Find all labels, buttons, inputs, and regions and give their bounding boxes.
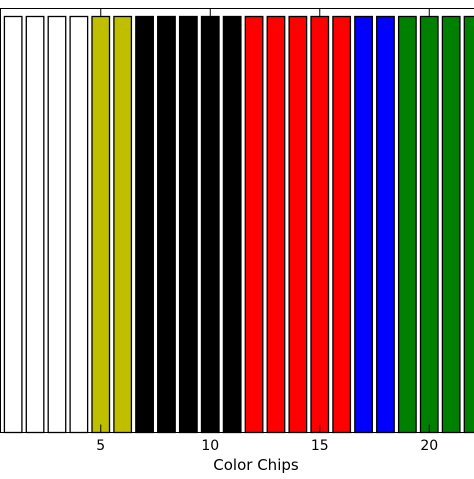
bar-chip-17 (355, 17, 373, 433)
tick-labels-layer: 5 10 15 20 (96, 438, 438, 454)
bar-chip-1 (4, 17, 22, 433)
x-tick-label-15: 15 (311, 438, 329, 454)
x-axis-label: Color Chips (213, 456, 299, 474)
bar-chip-18 (377, 17, 395, 433)
bar-chip-2 (26, 17, 44, 433)
bar-chip-7 (136, 17, 154, 433)
bar-chip-21 (442, 17, 460, 433)
bar-chip-12 (245, 17, 263, 433)
bar-chip-20 (421, 17, 439, 433)
bar-chip-4 (70, 17, 88, 433)
bar-chip-22 (464, 17, 474, 433)
x-tick-label-5: 5 (96, 438, 105, 454)
bar-chip-13 (267, 17, 285, 433)
bar-chip-19 (399, 17, 417, 433)
bar-chip-14 (289, 17, 307, 433)
bar-chip-6 (114, 17, 132, 433)
bar-chip-8 (158, 17, 176, 433)
bar-chip-11 (223, 17, 241, 433)
bar-chip-5 (92, 17, 110, 433)
bar-chip-16 (333, 17, 351, 433)
bar-chip-9 (180, 17, 198, 433)
x-tick-label-10: 10 (201, 438, 219, 454)
bars-layer (4, 17, 474, 433)
bar-chip-15 (311, 17, 329, 433)
x-tick-label-20: 20 (420, 438, 438, 454)
bar-chip-3 (48, 17, 66, 433)
bar-chip-10 (202, 17, 220, 433)
